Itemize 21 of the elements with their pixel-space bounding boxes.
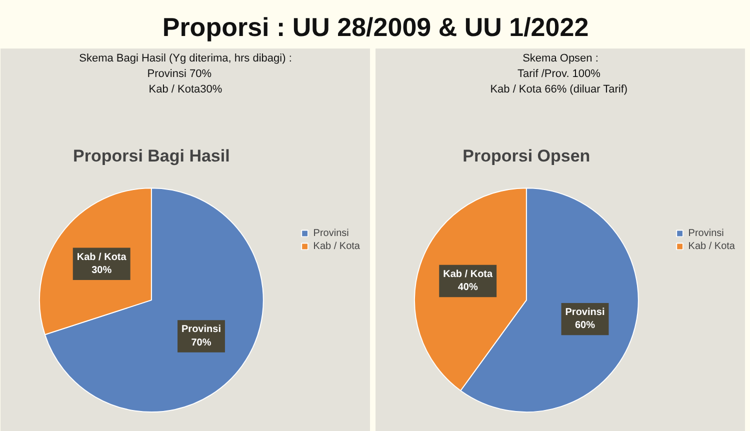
chart-title: Proporsi Bagi Hasil (73, 146, 230, 166)
text: Provinsi 70% (147, 68, 212, 80)
data-label: 40% (458, 282, 478, 294)
text: Kab / Kota 66% (diluar Tarif) (490, 84, 628, 96)
chart-title: Proporsi Opsen (462, 146, 590, 166)
slice-label: Provinsi (565, 306, 605, 318)
legend-label: Kab / Kota (688, 240, 735, 252)
data-label: 30% (92, 264, 112, 276)
text: Kab / Kota30% (148, 84, 222, 96)
data-label: 60% (574, 320, 596, 332)
slice-label: Kab / Kota (76, 252, 127, 263)
legend-label: Kab / Kota (313, 240, 360, 252)
slice-label: Kab / Kota (443, 268, 494, 280)
text: Skema Bagi Hasil (Yg diterima, hrs dibagi) : (79, 52, 292, 65)
legend-label: Provinsi (313, 228, 349, 238)
slice-label: Provinsi (182, 324, 222, 336)
text: Skema Opsen : (522, 52, 598, 65)
text: Tarif /Prov. 100% (518, 68, 601, 80)
data-label: 70% (191, 337, 212, 348)
legend-label: Provinsi (688, 228, 724, 238)
text: Proporsi : UU 28/2009 & UU 1/2022 (162, 12, 589, 42)
